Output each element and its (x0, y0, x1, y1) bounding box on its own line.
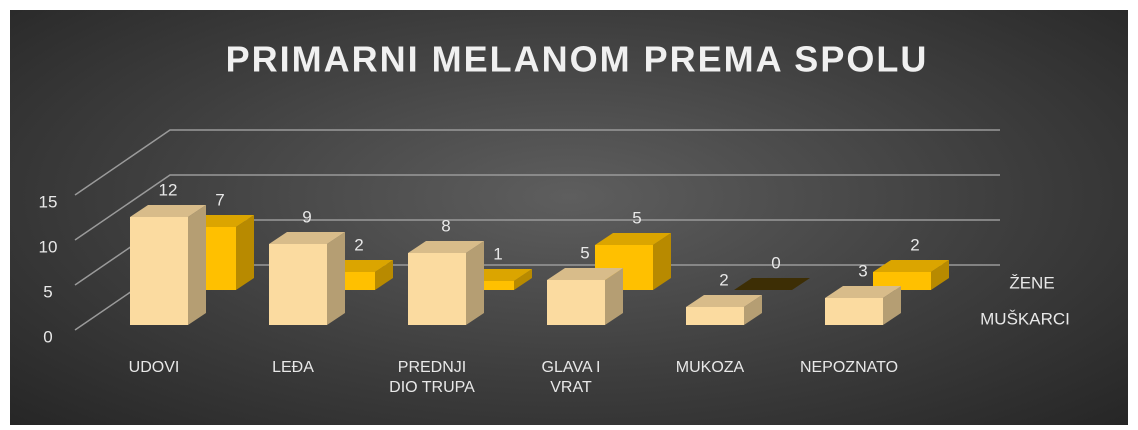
data-label: 2 (910, 235, 919, 254)
bar (130, 217, 188, 325)
bar (547, 280, 605, 325)
data-label: 0 (771, 253, 780, 272)
data-label: 5 (580, 243, 589, 262)
bar-side (466, 241, 484, 325)
bar-side (514, 269, 532, 290)
bar (269, 244, 327, 325)
bar-side (236, 215, 254, 290)
bar-top (408, 241, 484, 253)
bar-side (931, 260, 949, 290)
data-label: 9 (302, 207, 311, 226)
grid-line (74, 129, 1000, 196)
grid-line (74, 174, 1000, 241)
x-tick-label: UDOVI (128, 359, 180, 376)
data-label: 8 (441, 216, 450, 235)
x-tick-label: NEPOZNATO (799, 359, 899, 376)
bar-side (883, 286, 901, 325)
chart-title: PRIMARNI MELANOM PREMA SPOLU (226, 39, 929, 80)
series-label: MUŠKARCI (980, 309, 1070, 328)
y-tick-label: 0 (43, 327, 52, 346)
y-tick-label: 15 (39, 192, 58, 211)
bar-side (327, 232, 345, 325)
data-label: 1 (493, 244, 502, 263)
data-label: 5 (632, 208, 641, 227)
bar-top (734, 278, 810, 290)
series-label: ŽENE (1009, 273, 1054, 292)
bar-side (605, 268, 623, 325)
bar-top (547, 268, 623, 280)
bar-side (744, 295, 762, 325)
x-tick-label: PREDNJI DIO TRUPA (389, 359, 475, 396)
data-label: 2 (719, 270, 728, 289)
bar-side (653, 233, 671, 290)
bar-top (595, 233, 671, 245)
bar-top (686, 295, 762, 307)
bar (825, 298, 883, 325)
data-label: 7 (215, 190, 224, 209)
bar-top (873, 260, 949, 272)
bar (456, 281, 514, 290)
bar-side (188, 205, 206, 325)
bar-top (825, 286, 901, 298)
x-tick-label: GLAVA I VRAT (541, 359, 601, 396)
data-label: 3 (858, 261, 867, 280)
bar-side (375, 260, 393, 290)
bar (408, 253, 466, 325)
x-tick-label: LEĐA (272, 359, 314, 376)
bar-top (269, 232, 345, 244)
data-label: 2 (354, 235, 363, 254)
bar (873, 272, 931, 290)
bar (686, 307, 744, 325)
y-tick-label: 5 (43, 282, 52, 301)
y-tick-label: 10 (39, 237, 58, 256)
x-tick-label: MUKOZA (675, 359, 745, 376)
data-label: 12 (159, 180, 178, 199)
bar-top (130, 205, 206, 217)
